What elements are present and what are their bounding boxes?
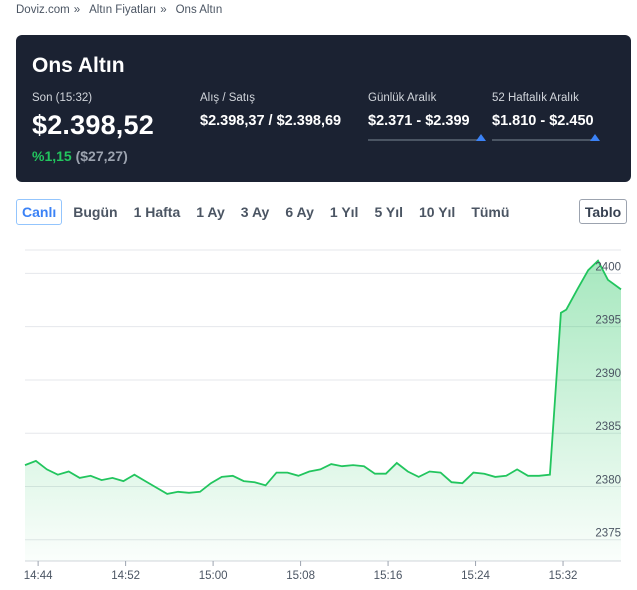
price-change: %1,15 ($27,27): [32, 148, 128, 164]
y-tick-label: 2380: [595, 474, 621, 486]
breadcrumb-current: Ons Altın: [175, 4, 223, 16]
tab-1-week[interactable]: 1 Hafta: [133, 204, 181, 220]
table-view-button[interactable]: Tablo: [579, 199, 627, 224]
x-tick-label: 15:16: [374, 570, 403, 582]
tab-10-years[interactable]: 10 Yıl: [418, 204, 456, 220]
daily-range-label: Günlük Aralık: [368, 92, 437, 104]
y-tick-label: 2390: [595, 368, 621, 380]
period-tabs: Canlı Bugün 1 Hafta 1 Ay 3 Ay 6 Ay 1 Yıl…: [16, 199, 520, 225]
x-tick-label: 14:44: [24, 570, 53, 582]
breadcrumb-gold-prices-link[interactable]: Altın Fiyatları: [89, 4, 157, 16]
tab-all[interactable]: Tümü: [471, 204, 510, 220]
last-price-label: Son (15:32): [32, 92, 93, 104]
daily-range-bar: [368, 134, 486, 141]
x-tick-label: 15:08: [286, 570, 315, 582]
page-title: Ons Altın: [32, 54, 125, 77]
tab-3-months[interactable]: 3 Ay: [240, 204, 270, 220]
change-absolute: ($27,27): [75, 148, 128, 164]
y-tick-label: 2375: [595, 528, 621, 540]
bid-ask-label: Alış / Satış: [200, 92, 255, 104]
daily-range-marker: [475, 134, 486, 141]
y-tick-label: 2400: [595, 261, 621, 273]
y-tick-label: 2385: [595, 421, 621, 433]
price-chart: 2375 2380 2385 2390 2395 2400 14:44 14:52 15:00…: [24, 249, 622, 582]
price-line: [24, 259, 622, 495]
breadcrumb-home-link[interactable]: Doviz.com: [16, 4, 70, 16]
daily-range-value: $2.371 - $2.399: [368, 113, 470, 129]
x-tick-label: 14:52: [111, 570, 140, 582]
tab-live[interactable]: Canlı: [16, 199, 63, 225]
tab-5-years[interactable]: 5 Yıl: [374, 204, 403, 220]
price-summary-card: Ons Altın Son (15:32) $2.398,52 %1,15 ($…: [16, 35, 631, 182]
week52-range-marker: [589, 134, 600, 141]
y-tick-label: 2395: [595, 315, 621, 327]
tab-1-month[interactable]: 1 Ay: [196, 204, 225, 220]
tab-6-months[interactable]: 6 Ay: [285, 204, 314, 220]
price-area: [25, 260, 621, 561]
tab-1-year[interactable]: 1 Yıl: [329, 204, 359, 220]
bid-ask-value: $2.398,37 / $2.398,69: [200, 113, 342, 129]
breadcrumb-separator: »: [160, 4, 167, 16]
breadcrumb-separator: »: [73, 4, 81, 16]
x-tick-label: 15:32: [549, 570, 578, 582]
week52-range-value: $1.810 - $2.450: [492, 113, 594, 129]
tab-today[interactable]: Bugün: [73, 204, 118, 220]
x-tick-label: 15:24: [461, 570, 490, 582]
breadcrumb: Doviz.com » Altın Fiyatları » Ons Altın: [16, 4, 222, 16]
week52-range-bar: [492, 134, 600, 141]
change-percent: %1,15: [32, 148, 72, 164]
week52-range-label: 52 Haftalık Aralık: [492, 92, 579, 104]
last-price-value: $2.398,52: [32, 110, 154, 140]
x-tick-label: 15:00: [199, 570, 228, 582]
